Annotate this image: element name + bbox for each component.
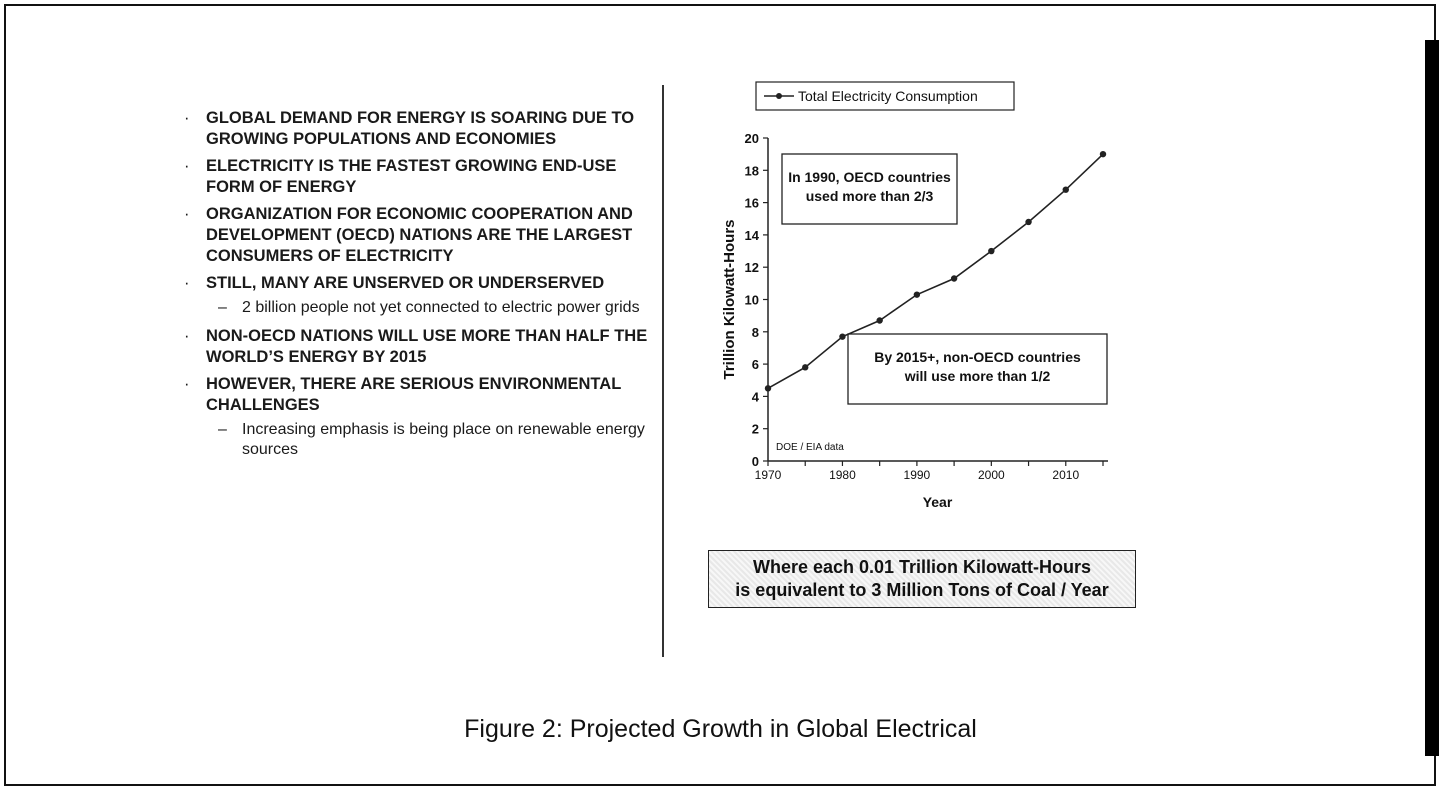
y-tick-label: 0 xyxy=(752,454,759,469)
chart-axes: 0 2 4 6 8 10 12 14 16 18 20 1970 1980 1990 2000 2010 xyxy=(745,131,1108,482)
data-point xyxy=(988,247,995,255)
bullet-item: · GLOBAL DEMAND FOR ENERGY IS SOARING DUE… xyxy=(182,108,652,150)
figure-caption: Figure 2: Projected Growth in Global Ele… xyxy=(464,715,977,743)
sub-bullet-dash: – xyxy=(218,421,227,438)
chart-annotations: In 1990, OECD countries used more than 2/… xyxy=(781,153,1108,405)
data-point xyxy=(802,364,809,371)
chart-plot-area xyxy=(764,150,1107,392)
x-tick-label: 2000 xyxy=(978,468,1005,482)
data-point xyxy=(950,275,958,282)
y-tick-label: 14 xyxy=(745,228,760,243)
annotation-text: used more than 2/3 xyxy=(806,188,934,204)
data-point xyxy=(1025,218,1032,226)
y-tick-label: 18 xyxy=(745,163,759,178)
bullet-dot: · xyxy=(184,109,190,127)
data-point xyxy=(1099,150,1107,158)
bullet-dot: · xyxy=(184,375,190,393)
y-tick-label: 20 xyxy=(745,131,759,146)
bullet-text: ELECTRICITY IS THE FASTEST GROWING END-U… xyxy=(206,157,617,196)
bullet-item: · ORGANIZATION FOR ECONOMIC COOPERATION A… xyxy=(182,204,652,267)
bullet-text: NON-OECD NATIONS WILL USE MORE THAN HALF… xyxy=(206,327,648,366)
annotation-text: By 2015+, non-OECD countries xyxy=(874,349,1081,365)
legend-label: Total Electricity Consumption xyxy=(798,88,978,104)
y-tick-label: 4 xyxy=(752,389,760,404)
figure-frame xyxy=(4,4,1436,786)
scan-edge-bar xyxy=(1425,40,1439,756)
y-tick-label: 10 xyxy=(745,293,759,308)
bullet-list: · GLOBAL DEMAND FOR ENERGY IS SOARING DUE… xyxy=(182,108,652,468)
legend-marker-swatch xyxy=(776,93,782,99)
bullet-item: · NON-OECD NATIONS WILL USE MORE THAN HAL… xyxy=(182,326,652,368)
note-line-2: is equivalent to 3 Million Tons of Coal … xyxy=(735,580,1109,600)
electricity-consumption-chart: Total Electricity Consumption In 1990, O… xyxy=(721,81,1108,510)
sub-bullet-text: 2 billion people not yet connected to el… xyxy=(242,299,640,316)
y-axis-label: Trillion Kilowatt-Hours xyxy=(721,220,738,380)
bullet-dot: · xyxy=(184,274,190,292)
bullet-text: HOWEVER, THERE ARE SERIOUS ENVIRONMENTAL… xyxy=(206,375,621,414)
series-line xyxy=(767,153,1104,390)
chart-legend: Total Electricity Consumption xyxy=(755,81,1015,111)
conversion-note-box: Where each 0.01 Trillion Kilowatt-Hours … xyxy=(708,550,1136,608)
x-tick-label: 1970 xyxy=(755,468,782,482)
column-divider xyxy=(662,85,664,657)
bullet-item: · HOWEVER, THERE ARE SERIOUS ENVIRONMENTA… xyxy=(182,374,652,416)
sub-bullet-dash: – xyxy=(218,299,227,316)
bullet-item: · STILL, MANY ARE UNSERVED OR UNDERSERVED xyxy=(182,273,652,294)
bullet-dot: · xyxy=(184,157,190,175)
sub-bullet-item: –2 billion people not yet connected to e… xyxy=(182,298,652,318)
bullet-text: GLOBAL DEMAND FOR ENERGY IS SOARING DUE … xyxy=(206,109,635,148)
annotation-text: will use more than 1/2 xyxy=(904,368,1051,384)
annotation-border xyxy=(847,333,1108,405)
bullet-item: · ELECTRICITY IS THE FASTEST GROWING END-… xyxy=(182,156,652,198)
x-tick-label: 2010 xyxy=(1052,468,1079,482)
bullet-dot: · xyxy=(184,205,190,223)
data-point xyxy=(839,333,846,340)
x-tick-label: 1990 xyxy=(904,468,931,482)
data-source-label: DOE / EIA data xyxy=(776,442,844,453)
y-tick-label: 2 xyxy=(752,422,759,437)
annotation-box: In 1990, OECD countries used more than 2/… xyxy=(781,153,958,225)
annotation-text: In 1990, OECD countries xyxy=(788,169,951,185)
sub-bullet-text: Increasing emphasis is being place on re… xyxy=(242,421,645,458)
x-axis-label: Year xyxy=(923,494,953,510)
annotation-border xyxy=(781,153,958,225)
data-point xyxy=(913,291,921,298)
data-point xyxy=(764,385,772,392)
sub-bullet-item: – Increasing emphasis is being place on r… xyxy=(182,420,652,460)
y-tick-label: 12 xyxy=(745,260,759,275)
y-tick-label: 16 xyxy=(745,196,759,211)
data-point xyxy=(876,317,883,324)
data-point xyxy=(1062,186,1069,193)
note-line-1: Where each 0.01 Trillion Kilowatt-Hours xyxy=(752,557,1092,577)
annotation-box: By 2015+, non-OECD countries will use mor… xyxy=(847,333,1108,405)
x-tick-label: 1980 xyxy=(829,468,856,482)
legend-box xyxy=(755,81,1015,111)
bullet-text: STILL, MANY ARE UNSERVED OR UNDERSERVED xyxy=(206,274,605,292)
y-tick-label: 6 xyxy=(752,357,759,372)
bullet-dot: · xyxy=(184,327,190,345)
bullet-text: ORGANIZATION FOR ECONOMIC COOPERATION AN… xyxy=(206,205,633,265)
y-tick-label: 8 xyxy=(752,325,759,340)
